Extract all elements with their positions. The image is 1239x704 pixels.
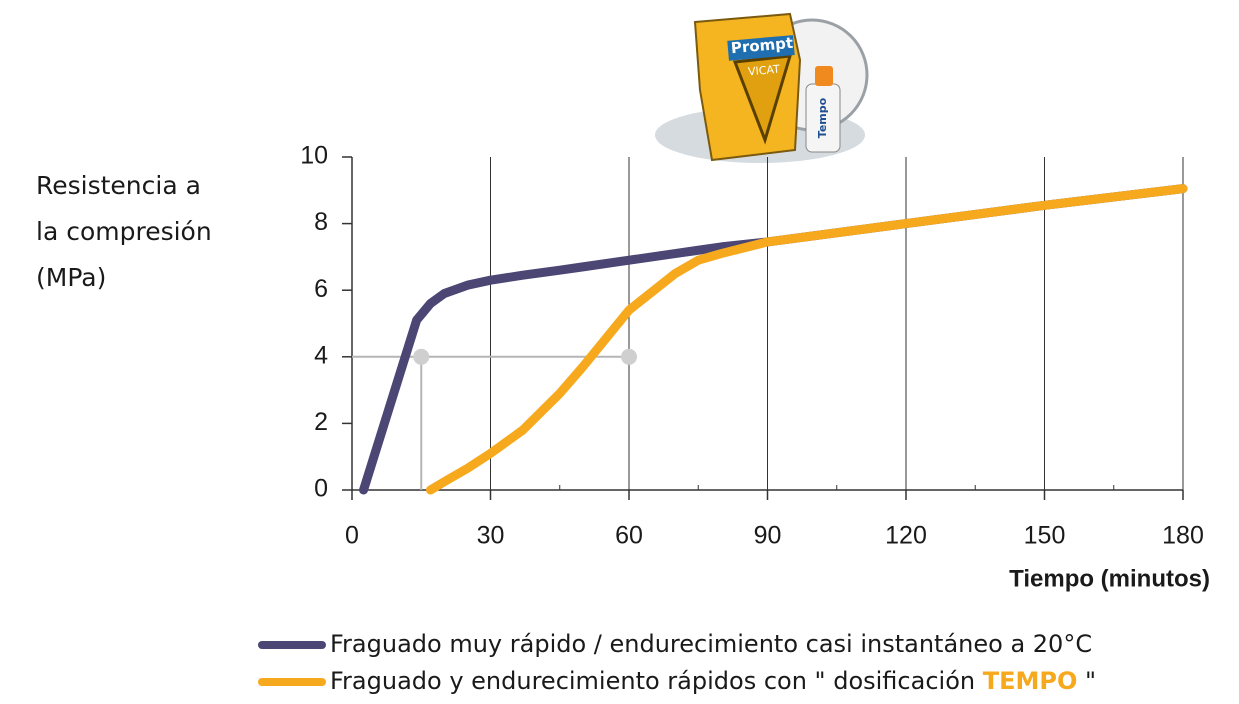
y-tick-label: 0 bbox=[314, 475, 328, 503]
y-tick-label: 2 bbox=[314, 408, 328, 436]
y-tick-label: 4 bbox=[314, 341, 328, 369]
logo-cap bbox=[815, 66, 833, 86]
x-tick-label: 30 bbox=[477, 522, 505, 550]
y-axis-title: la compresión bbox=[36, 217, 212, 246]
y-tick-label: 10 bbox=[300, 142, 328, 170]
x-tick-label: 60 bbox=[615, 522, 643, 550]
y-axis-title: (MPa) bbox=[36, 263, 106, 292]
series-line bbox=[359, 184, 1188, 495]
logo-label: VICAT bbox=[748, 63, 781, 79]
legend-label: Fraguado muy rápido / endurecimiento cas… bbox=[330, 630, 1092, 658]
logo-brand: Prompt bbox=[730, 34, 794, 57]
x-axis-title: Tiempo (minutos) bbox=[1009, 565, 1210, 592]
logo-band bbox=[727, 35, 795, 61]
legend-label: Fraguado y endurecimiento rápidos con " … bbox=[330, 667, 1096, 695]
x-tick-label: 120 bbox=[885, 522, 927, 550]
series-line bbox=[425, 184, 1188, 495]
logo-product: Tempo bbox=[816, 97, 829, 138]
x-tick-label: 90 bbox=[754, 522, 782, 550]
legend-highlight: TEMPO bbox=[983, 667, 1078, 695]
logo-triangle bbox=[732, 54, 793, 145]
y-tick-label: 6 bbox=[314, 275, 328, 303]
guide-point bbox=[621, 348, 637, 365]
y-tick-label: 8 bbox=[314, 208, 328, 236]
y-axis-title: Resistencia a bbox=[36, 171, 201, 200]
logo: Prompt VICAT Tempo bbox=[655, 12, 869, 163]
legend-text: Fraguado y endurecimiento rápidos con " … bbox=[330, 667, 983, 695]
legend-text: " bbox=[1077, 667, 1096, 695]
x-tick-label: 0 bbox=[345, 522, 359, 550]
x-tick-label: 180 bbox=[1162, 522, 1204, 550]
x-tick-label: 150 bbox=[1024, 522, 1066, 550]
guide-point bbox=[413, 348, 430, 365]
